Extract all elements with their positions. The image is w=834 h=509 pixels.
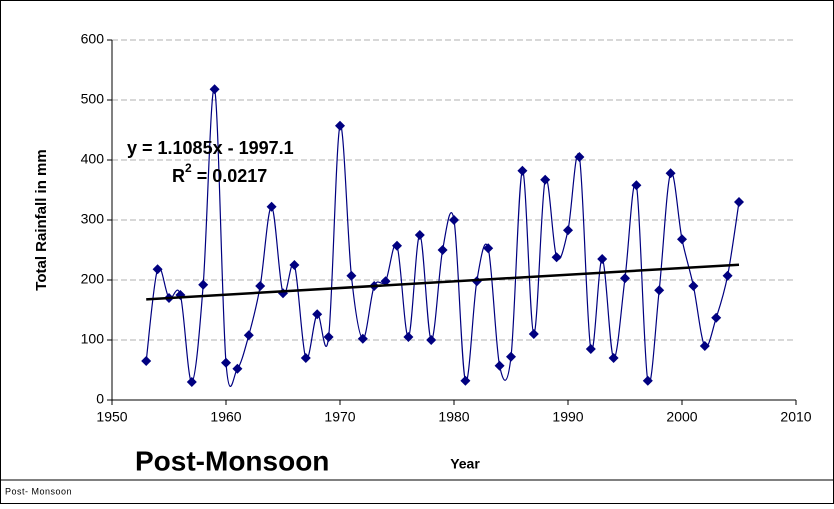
data-point [506, 351, 516, 362]
y-tick-label: 300 [81, 211, 105, 227]
data-point [517, 165, 528, 176]
data-point [551, 252, 562, 263]
data-point [449, 215, 459, 225]
data-point [255, 281, 266, 291]
data-point [642, 375, 653, 386]
data-point [688, 281, 699, 291]
data-point [665, 168, 676, 179]
data-point [540, 174, 551, 185]
data-point [232, 363, 243, 374]
caption: Post- Monsoon [5, 486, 72, 496]
y-tick-label: 100 [81, 331, 105, 347]
data-point [426, 335, 437, 345]
data-point [677, 234, 687, 245]
x-tick-label: 1970 [324, 409, 355, 425]
r-value: = 0.0217 [192, 166, 268, 186]
data-point [631, 180, 642, 191]
data-point [357, 333, 368, 344]
data-point [346, 270, 357, 281]
data-point [414, 230, 425, 240]
x-tick-label: 2010 [780, 409, 811, 425]
data-point [392, 240, 402, 251]
data-point [620, 273, 630, 284]
data-point [563, 225, 573, 236]
data-point [711, 312, 722, 323]
trend-equation: y = 1.1085x - 1997.1 [127, 138, 294, 158]
data-point [699, 341, 710, 351]
data-point [483, 243, 494, 254]
data-point [335, 120, 345, 131]
y-tick-label: 200 [81, 271, 105, 287]
data-point [380, 276, 391, 287]
data-point [597, 254, 608, 264]
trend-line [146, 263, 740, 301]
x-tick-label: 1960 [210, 409, 241, 425]
data-point [312, 309, 323, 320]
data-point [585, 344, 596, 354]
data-point [221, 357, 231, 368]
chart-title: Post-Monsoon [135, 445, 329, 476]
x-tick-label: 1990 [552, 409, 583, 425]
y-tick-label: 500 [81, 91, 105, 107]
x-tick-label: 2000 [666, 409, 697, 425]
data-point [198, 279, 209, 290]
data-point [186, 377, 197, 387]
data-point [494, 360, 505, 371]
data-point [722, 270, 733, 281]
y-tick-label: 400 [81, 151, 105, 167]
data-point [209, 84, 220, 95]
x-tick-label: 1950 [96, 409, 127, 425]
data-point [734, 197, 744, 207]
data-point [608, 353, 619, 363]
data-point [437, 245, 448, 255]
x-axis-label: Year [450, 456, 480, 472]
data-point [243, 330, 254, 341]
data-point [152, 264, 163, 275]
r-symbol: R [172, 166, 185, 186]
data-point [654, 285, 665, 296]
data-point [323, 332, 334, 342]
data-point [300, 353, 311, 363]
y-axis-label: Total Rainfall in mm [33, 149, 50, 290]
data-point [528, 329, 539, 339]
data-point [141, 356, 152, 366]
x-tick-label: 1980 [438, 409, 469, 425]
data-point [403, 332, 414, 342]
y-tick-label: 600 [81, 31, 105, 47]
data-point [289, 260, 300, 270]
data-point [460, 375, 471, 386]
r-squared: R2 = 0.0217 [172, 161, 267, 186]
r-power: 2 [185, 161, 192, 175]
data-point [574, 152, 585, 162]
y-tick-label: 0 [96, 391, 104, 407]
data-point [266, 201, 277, 212]
